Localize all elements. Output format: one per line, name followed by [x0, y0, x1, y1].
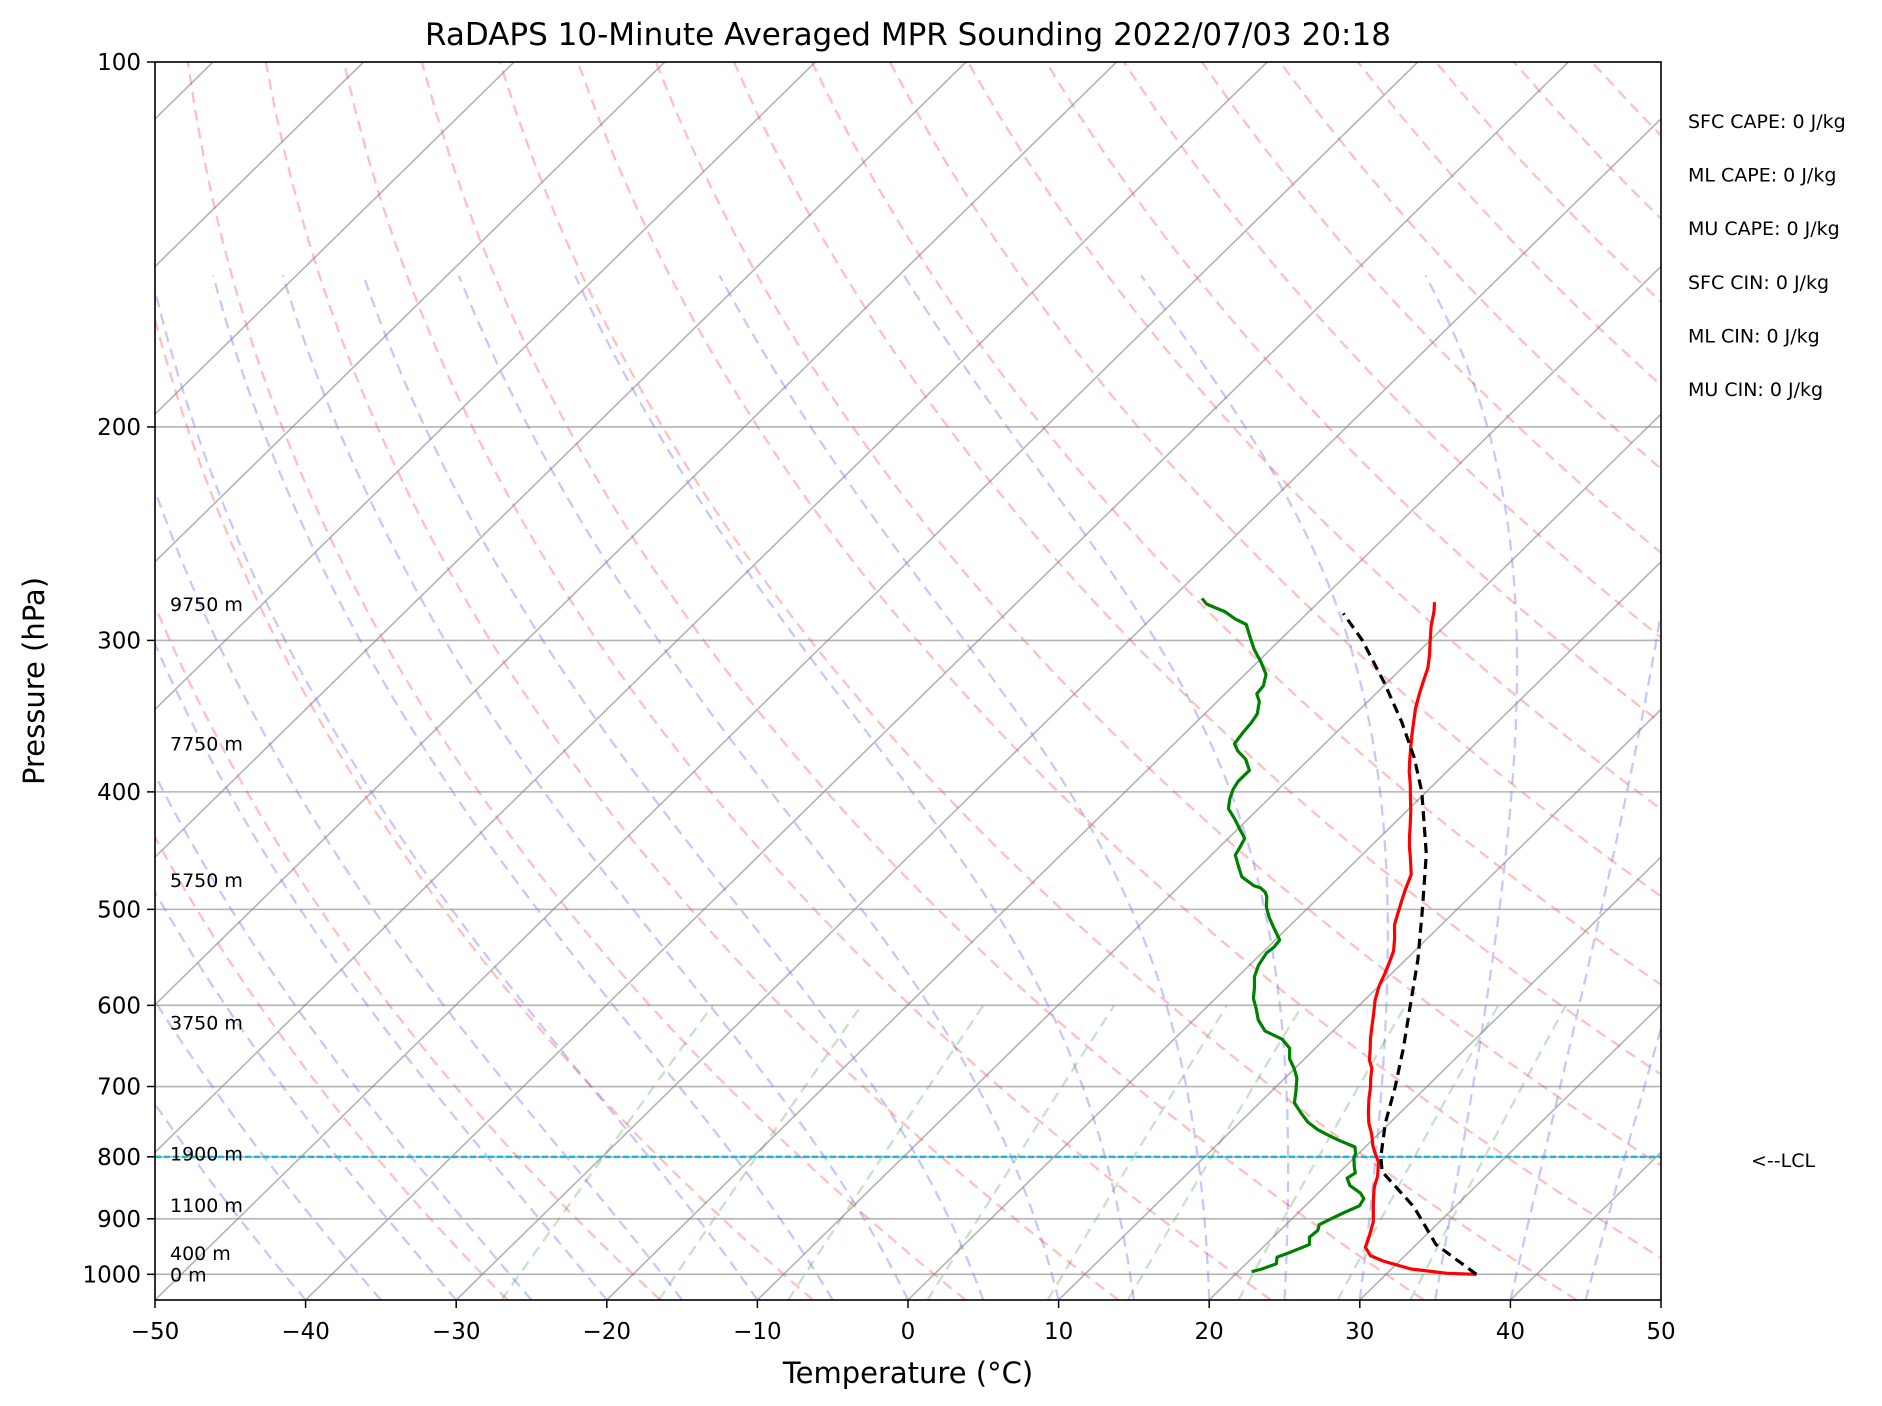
height-label: 0 m — [170, 1264, 207, 1286]
x-tick-label: 30 — [1345, 1319, 1374, 1345]
height-label: 400 m — [170, 1243, 231, 1265]
mixing-ratio-line — [926, 1004, 1116, 1300]
chart-title: RaDAPS 10-Minute Averaged MPR Sounding 2… — [425, 17, 1391, 53]
y-tick-label: 700 — [97, 1075, 141, 1101]
height-label: 3750 m — [170, 1013, 243, 1035]
y-tick-label: 900 — [97, 1207, 141, 1233]
height-label: 5750 m — [170, 870, 243, 892]
isotherm-line — [155, 62, 515, 416]
isotherm-line — [155, 62, 1118, 1006]
y-tick-label: 100 — [97, 50, 141, 76]
isotherm-line — [606, 265, 1661, 1300]
mixing-ratio-line — [1237, 1004, 1407, 1300]
isotherm-line — [1058, 708, 1661, 1300]
stability-index: SFC CIN: 0 J/kg — [1688, 272, 1829, 294]
x-tick-label: −10 — [733, 1319, 782, 1345]
stability-index: MU CIN: 0 J/kg — [1688, 379, 1823, 401]
height-labels: 9750 m 7750 m 5750 m 3750 m 1900 m 1100 m 400 … — [170, 594, 243, 1286]
mixing-ratio-line — [787, 1004, 985, 1300]
y-axis-label: Pressure (hPa) — [17, 577, 51, 785]
x-tick-label: −20 — [583, 1319, 632, 1345]
y-tick-label: 200 — [97, 415, 141, 441]
dry-adiabats — [155, 62, 1661, 1300]
isotherm-line — [155, 62, 967, 859]
dry-adiabat — [186, 62, 967, 1300]
y-axis-ticks: 100 200 300 400 500 600 700 800 900 1000 — [82, 50, 155, 1288]
x-axis-ticks: −50 −40 −30 −20 −10 0 10 20 30 40 50 — [131, 1300, 1676, 1345]
x-tick-label: 0 — [901, 1319, 916, 1345]
stability-index: ML CIN: 0 J/kg — [1688, 325, 1820, 347]
stability-index: ML CAPE: 0 J/kg — [1688, 165, 1836, 187]
height-label: 1100 m — [170, 1195, 243, 1217]
dry-adiabat — [654, 62, 1661, 1167]
parcel-profile-line — [1341, 612, 1478, 1276]
stability-index: SFC CAPE: 0 J/kg — [1688, 111, 1846, 133]
dry-adiabat — [810, 62, 1661, 987]
y-tick-label: 300 — [97, 628, 141, 654]
x-tick-label: −40 — [281, 1319, 330, 1345]
x-axis-label: Temperature (°C) — [782, 1356, 1033, 1390]
dry-adiabat — [155, 834, 509, 1300]
isotherm-line — [907, 560, 1661, 1300]
mixing-ratio-lines — [500, 1004, 1568, 1300]
y-tick-label: 400 — [97, 780, 141, 806]
x-tick-label: −50 — [131, 1319, 180, 1345]
y-tick-label: 1000 — [82, 1262, 141, 1288]
x-tick-label: −30 — [432, 1319, 481, 1345]
height-label: 7750 m — [170, 734, 243, 756]
dry-adiabat — [1044, 62, 1661, 725]
mixing-ratio-line — [657, 1004, 863, 1300]
x-tick-label: 40 — [1496, 1319, 1525, 1345]
isotherm-gridlines — [155, 62, 1661, 1300]
plot-background-lines — [155, 62, 1661, 1300]
isotherm-line — [155, 62, 1419, 1300]
isotherm-line — [756, 412, 1661, 1300]
y-tick-label: 800 — [97, 1145, 141, 1171]
dry-adiabat — [155, 314, 814, 1300]
dewpoint-line — [1200, 597, 1366, 1274]
isotherm-line — [1208, 855, 1661, 1300]
x-tick-label: 20 — [1195, 1319, 1224, 1345]
x-tick-label: 10 — [1044, 1319, 1073, 1345]
mixing-ratio-line — [1127, 1004, 1304, 1300]
isotherm-line — [155, 62, 666, 563]
dry-adiabat — [966, 62, 1661, 811]
x-tick-label: 50 — [1646, 1319, 1675, 1345]
stability-indices: SFC CAPE: 0 J/kg ML CAPE: 0 J/kg MU CAPE: … — [1688, 111, 1846, 401]
isotherm-line — [455, 117, 1661, 1300]
dry-adiabat — [420, 62, 1425, 1300]
height-label: 1900 m — [170, 1144, 243, 1166]
isotherm-line — [155, 62, 1268, 1154]
y-tick-label: 500 — [97, 897, 141, 923]
isotherm-line — [155, 62, 816, 711]
lcl-label: <--LCL — [1751, 1150, 1815, 1172]
mixing-ratio-line — [1336, 1004, 1500, 1300]
stability-index: MU CAPE: 0 J/kg — [1688, 218, 1840, 240]
isotherm-line — [305, 62, 1569, 1300]
y-tick-label: 600 — [97, 993, 141, 1019]
temperature-line — [1363, 602, 1477, 1276]
isotherm-line — [1359, 1003, 1661, 1300]
mixing-ratio-line — [1409, 1004, 1568, 1300]
dry-adiabat — [576, 62, 1661, 1260]
mixing-ratio-line — [1046, 1004, 1228, 1300]
dry-adiabat — [342, 62, 1272, 1300]
height-label: 9750 m — [170, 594, 243, 616]
